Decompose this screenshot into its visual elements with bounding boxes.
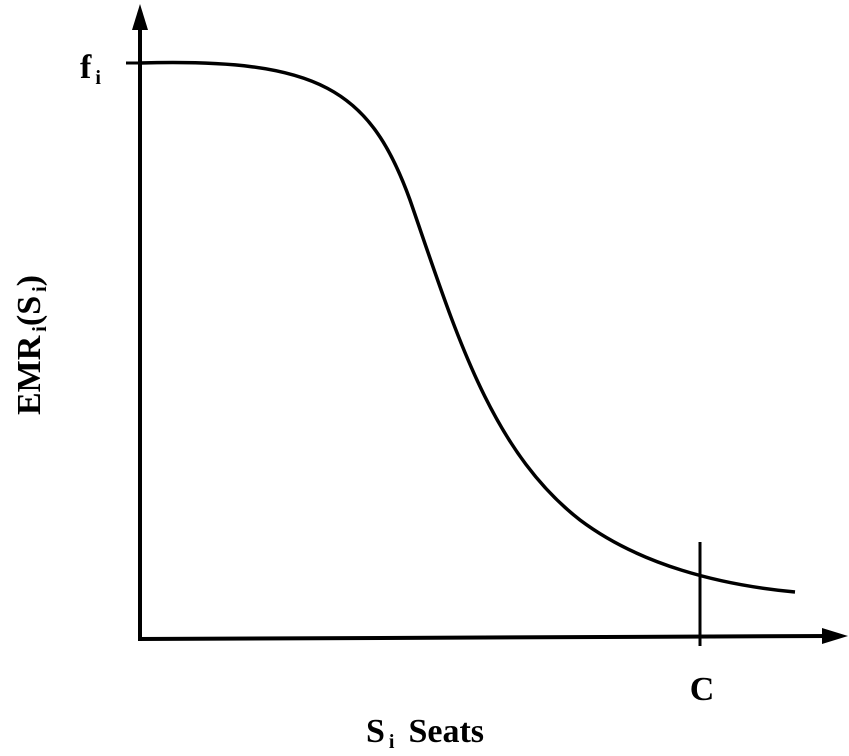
y-label-arg: (S <box>11 296 48 326</box>
y-axis-label: EMRi(Si) <box>11 275 51 415</box>
x-axis-arrow <box>822 628 848 644</box>
y-label-main: EMR <box>11 335 48 415</box>
top-label-main: f <box>80 49 92 86</box>
top-label-sub: i <box>95 67 101 89</box>
y-axis-arrow <box>132 4 148 30</box>
y-label-arg-sub: i <box>29 286 51 292</box>
x-axis <box>137 634 833 641</box>
emr-curve <box>139 60 796 594</box>
x-label-sub: i <box>389 731 395 753</box>
capacity-label: C <box>690 671 715 708</box>
x-label-main: S <box>366 713 385 750</box>
y-label-close: ) <box>11 275 48 286</box>
y-label-sub: i <box>29 326 51 332</box>
x-label-text: Seats <box>408 713 484 750</box>
